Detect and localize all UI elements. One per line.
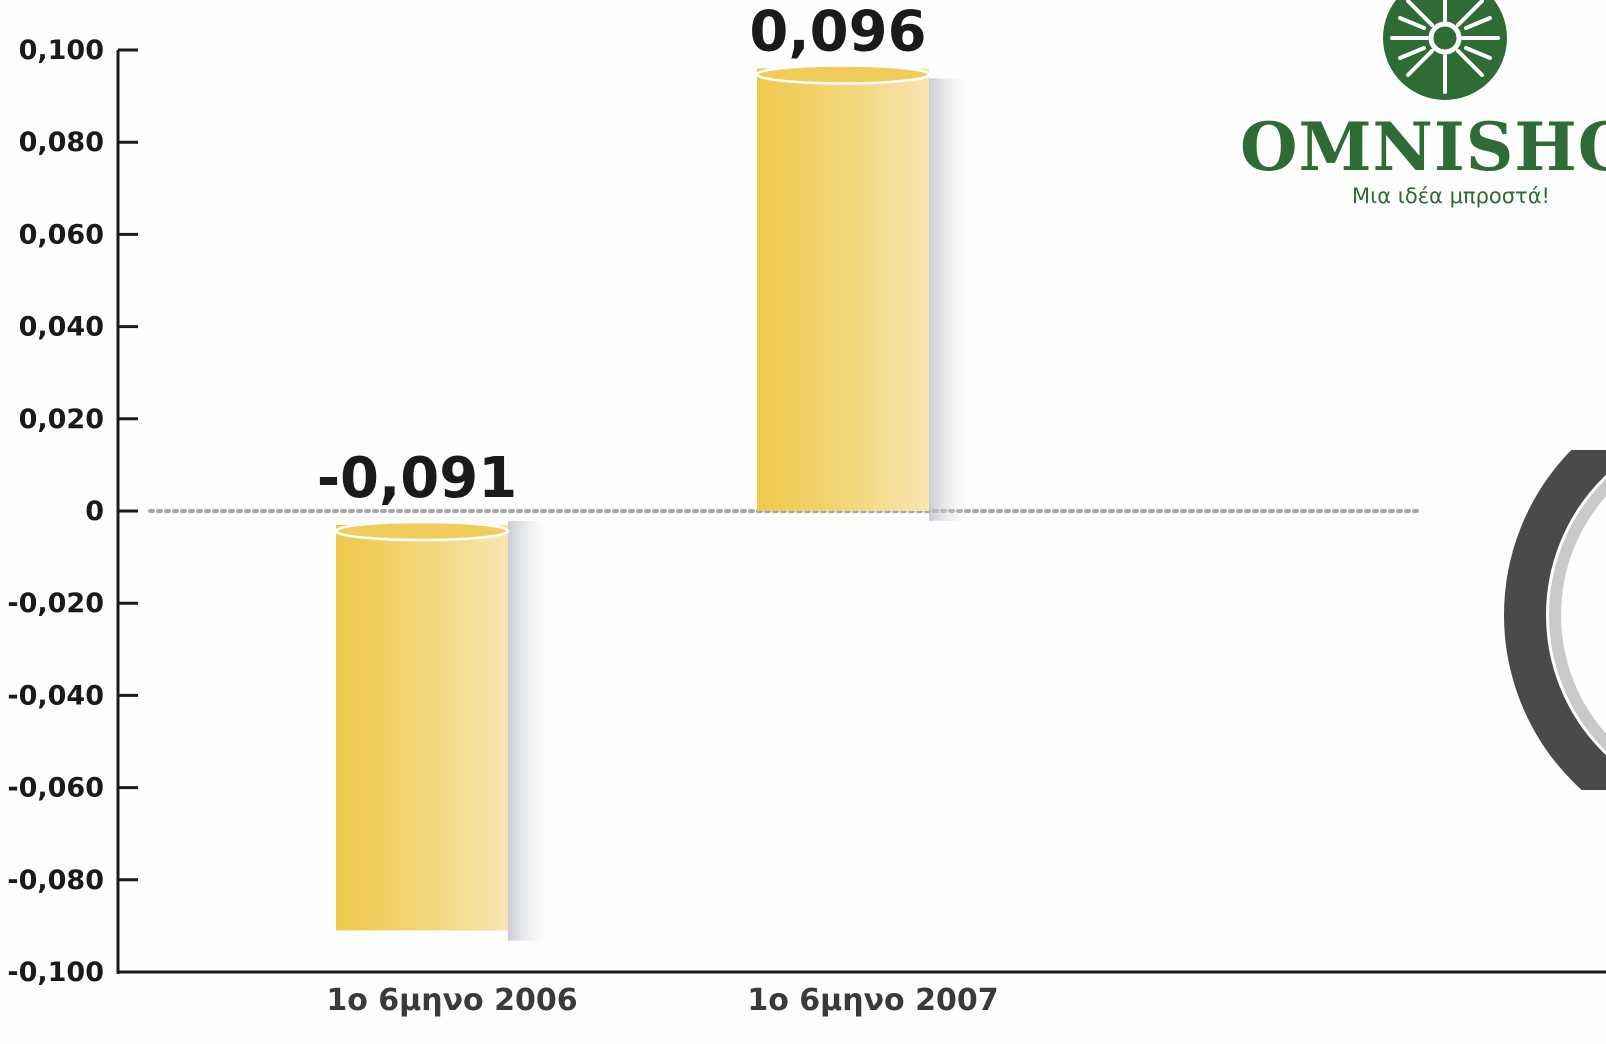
y-tick-label: -0,040: [7, 680, 104, 711]
tire-ring-icon: [1504, 450, 1606, 790]
bar-2: [755, 64, 969, 521]
y-tick-label: -0,060: [7, 773, 104, 804]
y-axis: 0,100 0,080 0,060 0,040 0,020 0 -0,020 -0,040 -0…: [7, 35, 138, 988]
y-tick-label: 0: [85, 496, 104, 527]
y-tick-label: 0,040: [19, 312, 104, 343]
brand-logo: OMNISHOP Μια ιδέα μπροστά!: [1240, 0, 1606, 220]
bar-body: [336, 525, 508, 931]
x-category-label: 1ο 6μηνο 2006: [326, 983, 577, 1018]
x-category-label: 1ο 6μηνο 2007: [747, 983, 998, 1018]
y-tick-label: -0,080: [7, 865, 104, 896]
y-tick-label: 0,060: [19, 219, 104, 250]
bar-cap: [755, 64, 931, 85]
wheel-emblem-icon: [1383, 0, 1507, 100]
bar-series: [334, 64, 969, 941]
brand-tagline: Μια ιδέα μπροστά!: [1352, 184, 1550, 208]
y-tick-label: -0,100: [7, 957, 104, 988]
y-tick-label: -0,020: [7, 588, 104, 619]
bar-body: [757, 68, 929, 511]
y-tick-label: 0,100: [19, 35, 104, 66]
data-labels: -0,091 0,096: [317, 0, 927, 511]
bar-cap: [334, 520, 510, 542]
data-label-1: -0,091: [317, 446, 517, 511]
y-tick-label: 0,020: [19, 404, 104, 435]
bar-shadow: [929, 78, 969, 521]
data-label-2: 0,096: [749, 0, 926, 64]
bar-shadow: [508, 521, 548, 941]
y-tick-label: 0,080: [19, 127, 104, 158]
brand-name: OMNISHOP: [1240, 108, 1606, 186]
bar-1: [334, 520, 548, 941]
